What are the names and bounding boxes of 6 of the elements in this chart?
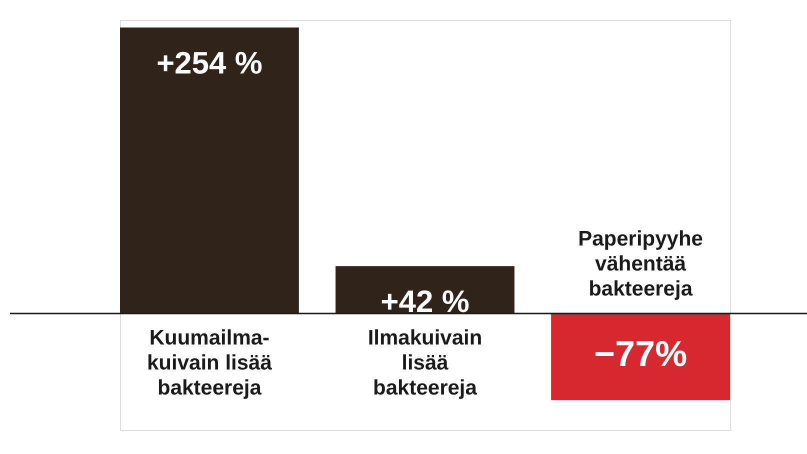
x-tick-label: Kuumailma- kuivain lisää bakteereja	[147, 326, 272, 400]
data-label: +42 %	[380, 284, 470, 320]
data-label: −77%	[594, 333, 688, 374]
x-tick-label: Ilmakuivain lisää bakteereja	[368, 326, 482, 400]
data-label: +254 %	[156, 45, 262, 80]
x-tick-label: Paperipyyhe vähentää bakteereja	[578, 227, 703, 300]
